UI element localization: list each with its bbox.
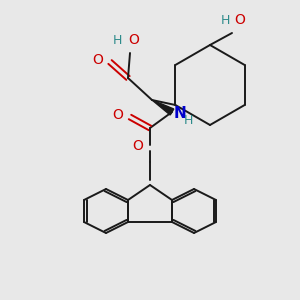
- Text: H: H: [112, 34, 122, 47]
- Text: O: O: [92, 53, 103, 67]
- Text: H: H: [220, 14, 230, 27]
- Polygon shape: [152, 100, 174, 115]
- Text: N: N: [174, 106, 187, 122]
- Text: O: O: [132, 139, 143, 153]
- Text: O: O: [128, 33, 139, 47]
- Text: H: H: [184, 115, 194, 128]
- Text: O: O: [234, 13, 245, 27]
- Text: O: O: [112, 108, 123, 122]
